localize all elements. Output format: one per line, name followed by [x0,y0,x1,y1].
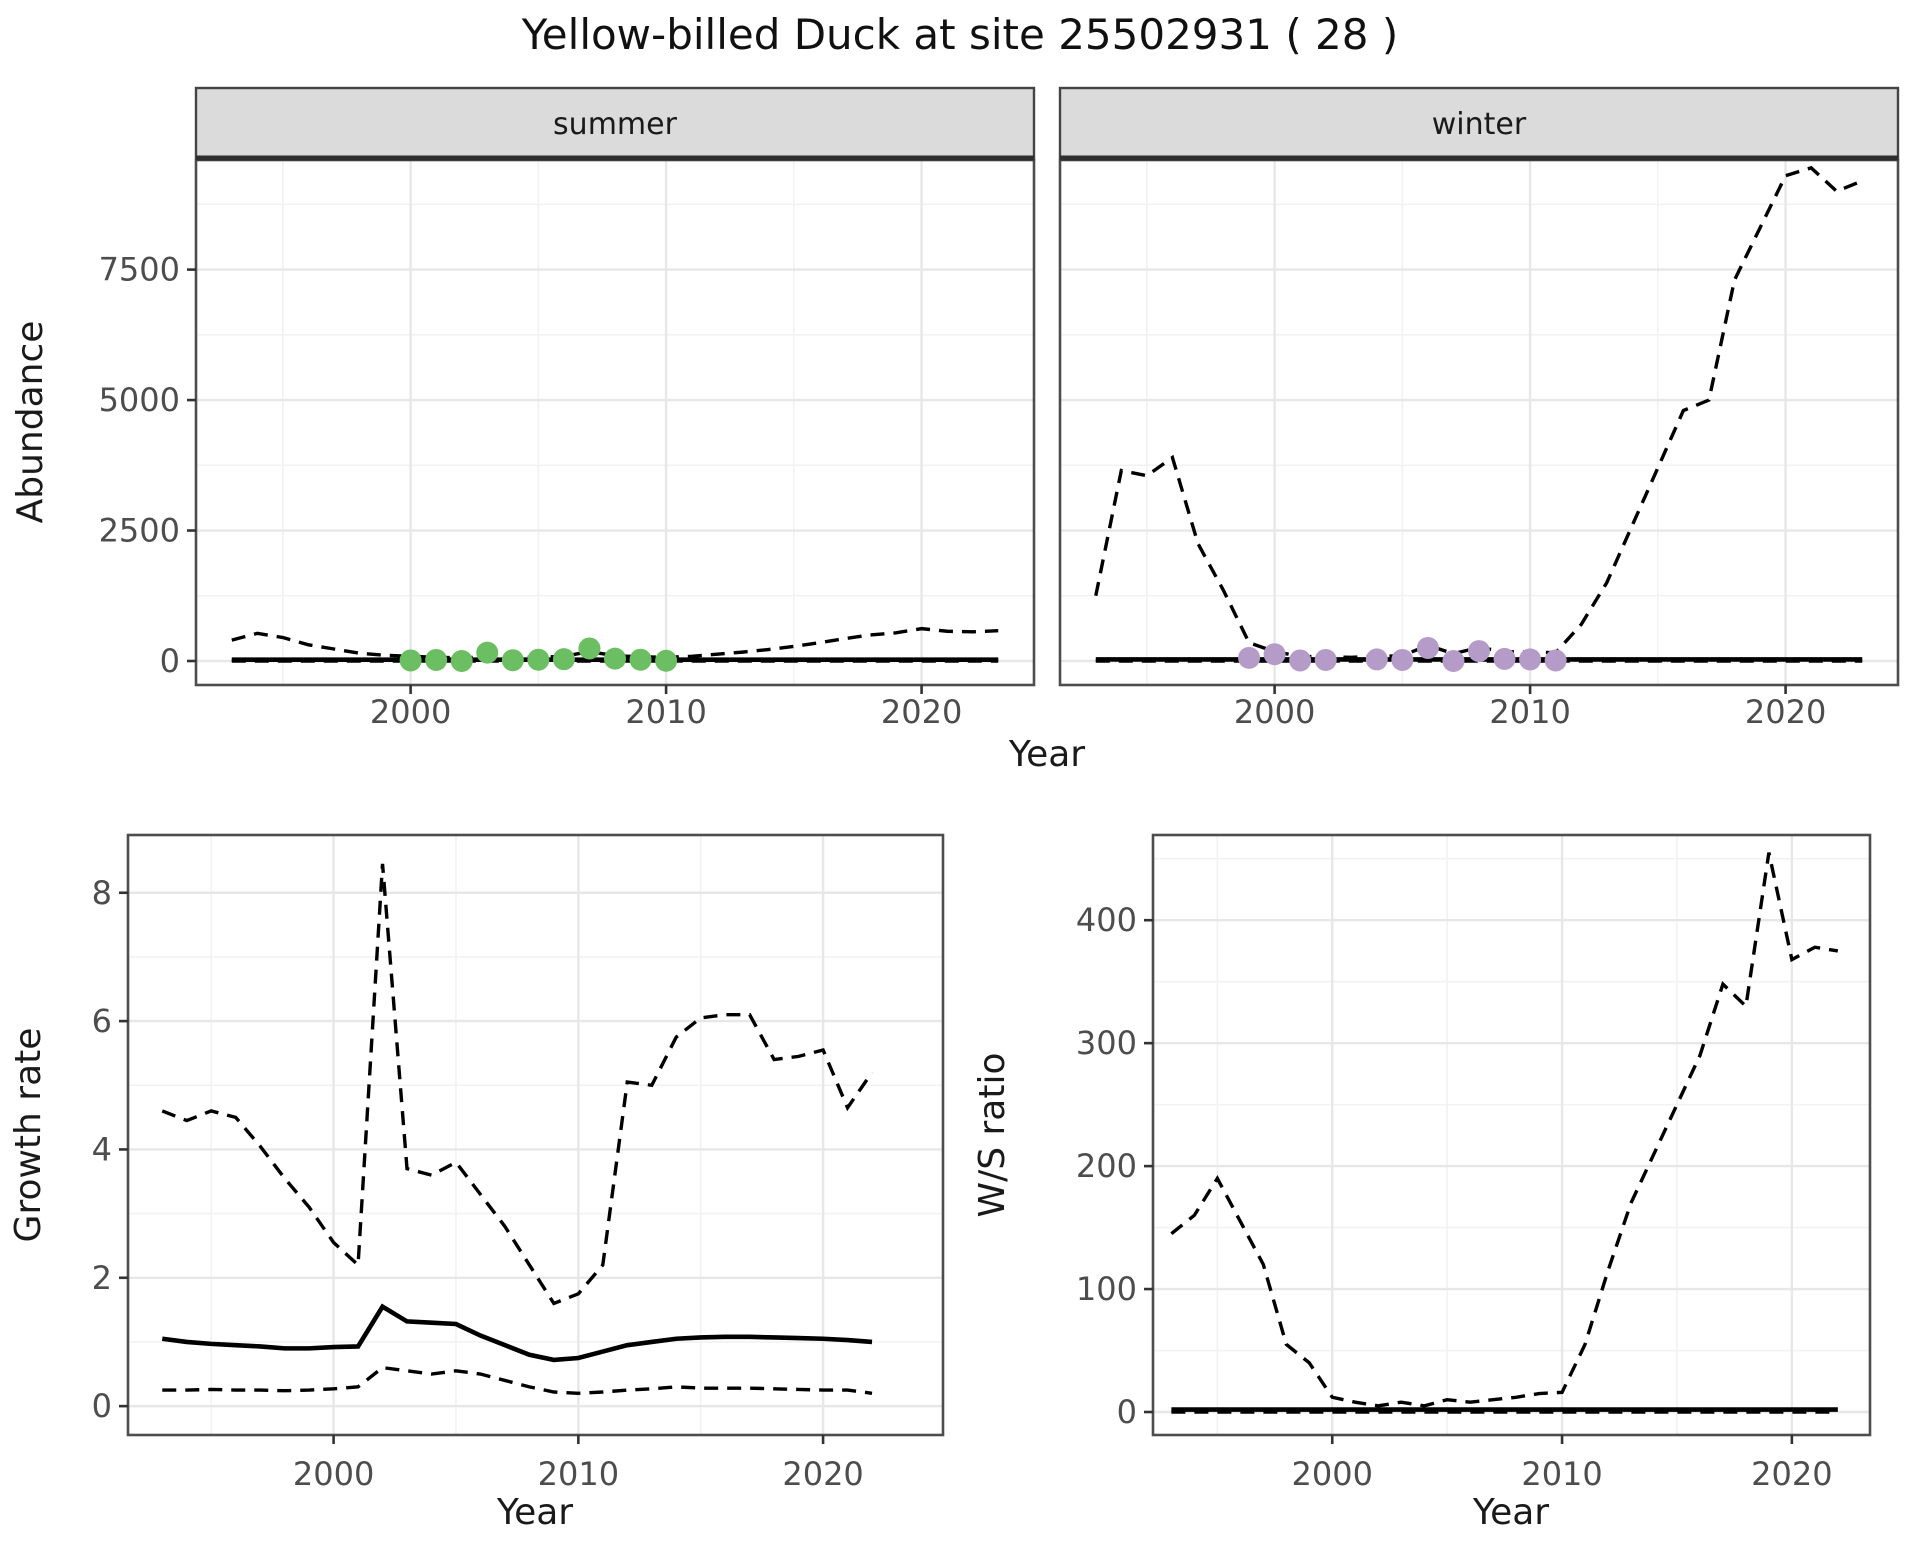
winter-observed-point [1238,646,1261,669]
ws_ratio-y-tick-label: 0 [1117,1393,1137,1431]
growth_rate-panel-border [126,833,945,1437]
winter-facet-strip [1058,86,1900,160]
winter-observed-point [1493,647,1516,670]
growth_rate-median-line [161,1303,873,1363]
winter-observed-point [1263,643,1286,666]
winter-observed-point [1391,648,1414,671]
ws_ratio-y-tick-label: 100 [1076,1270,1137,1308]
winter-observed-point [1289,649,1312,672]
growth_rate-y-tick-label: 4 [92,1130,112,1168]
top-year-axis-title: Year [1008,734,1085,775]
summer-observed-point [655,649,678,672]
summer-observed-point [450,649,473,672]
growth_rate-x-tick-label: 2000 [293,1455,374,1493]
winter-x-tick-label: 2020 [1745,693,1826,731]
summer-observed-point [527,648,550,671]
growth_rate-y-axis-title: Growth rate [8,1028,49,1243]
winter-facet-label: winter [1432,107,1527,142]
ws_ratio-panel-border [1151,833,1872,1437]
winter-observed-point [1519,648,1542,671]
winter-observed-point [1416,636,1439,659]
growth_rate-panel [119,833,945,1444]
winter-observed-point [1468,640,1490,663]
growth_rate-panel-bg [128,835,943,1435]
ws_ratio-y-tick-label: 300 [1076,1024,1137,1062]
summer-x-tick-label: 2020 [881,693,962,731]
ws_ratio-panel [1144,833,1872,1444]
summer-observed-point [578,637,601,660]
ws_ratio-x-tick-label: 2020 [1751,1455,1832,1493]
ws_ratio-y-tick-label: 200 [1076,1147,1137,1185]
growth_rate-x-tick-label: 2020 [782,1455,863,1493]
summer-observed-point [501,649,524,672]
ws_ratio-panel-bg [1153,835,1870,1435]
ws_ratio-x-tick-label: 2010 [1521,1455,1602,1493]
winter-panel-bg [1060,160,1898,685]
ws_ratio-x-tick-label: 2000 [1292,1455,1373,1493]
winter-observed-point [1314,648,1337,671]
growth_rate-y-tick-label: 2 [92,1259,112,1297]
winter-observed-point [1365,648,1388,671]
summer-observed-point [629,648,652,671]
summer-panel-bg [196,160,1034,685]
growth_rate-x-axis-title: Year [496,1492,573,1533]
summer-y-tick-label: 0 [160,642,180,680]
ws_ratio-x-axis-title: Year [1472,1492,1549,1533]
ws_ratio-y-axis-title: W/S ratio [972,1052,1013,1217]
summer-facet-label: summer [553,107,678,142]
winter-x-tick-label: 2000 [1234,693,1315,731]
growth_rate-lower-ci-line [162,1365,873,1395]
growth_rate-y-tick-label: 8 [92,874,112,912]
growth_rate-x-tick-label: 2010 [538,1455,619,1493]
summer-observed-point [425,648,448,671]
chart-title: Yellow-billed Duck at site 25502931 ( 28… [521,10,1399,59]
winter-x-tick-label: 2010 [1489,693,1570,731]
winter-panel [1058,86,1900,694]
growth_rate-upper-ci-line [161,863,874,1306]
summer-y-tick-label: 2500 [99,512,180,550]
ws_ratio-y-tick-label: 400 [1076,901,1137,939]
winter-observed-point [1442,649,1465,672]
summer-observed-point [604,647,626,670]
summer-observed-point [399,649,422,672]
winter-observed-point [1544,649,1567,672]
summer-observed-point [552,648,575,671]
summer-facet-strip [194,86,1036,160]
summer-y-tick-label: 5000 [99,381,180,419]
summer-panel [187,86,1036,694]
summer-observed-point [476,641,499,664]
ws_ratio-upper-ci-line [1170,852,1839,1408]
abundance-axis-title: Abundance [10,321,51,524]
summer-y-tick-label: 7500 [99,251,180,289]
growth_rate-y-tick-label: 6 [92,1002,112,1040]
summer-x-tick-label: 2010 [625,693,706,731]
summer-x-tick-label: 2000 [370,693,451,731]
growth_rate-y-tick-label: 0 [92,1387,112,1425]
